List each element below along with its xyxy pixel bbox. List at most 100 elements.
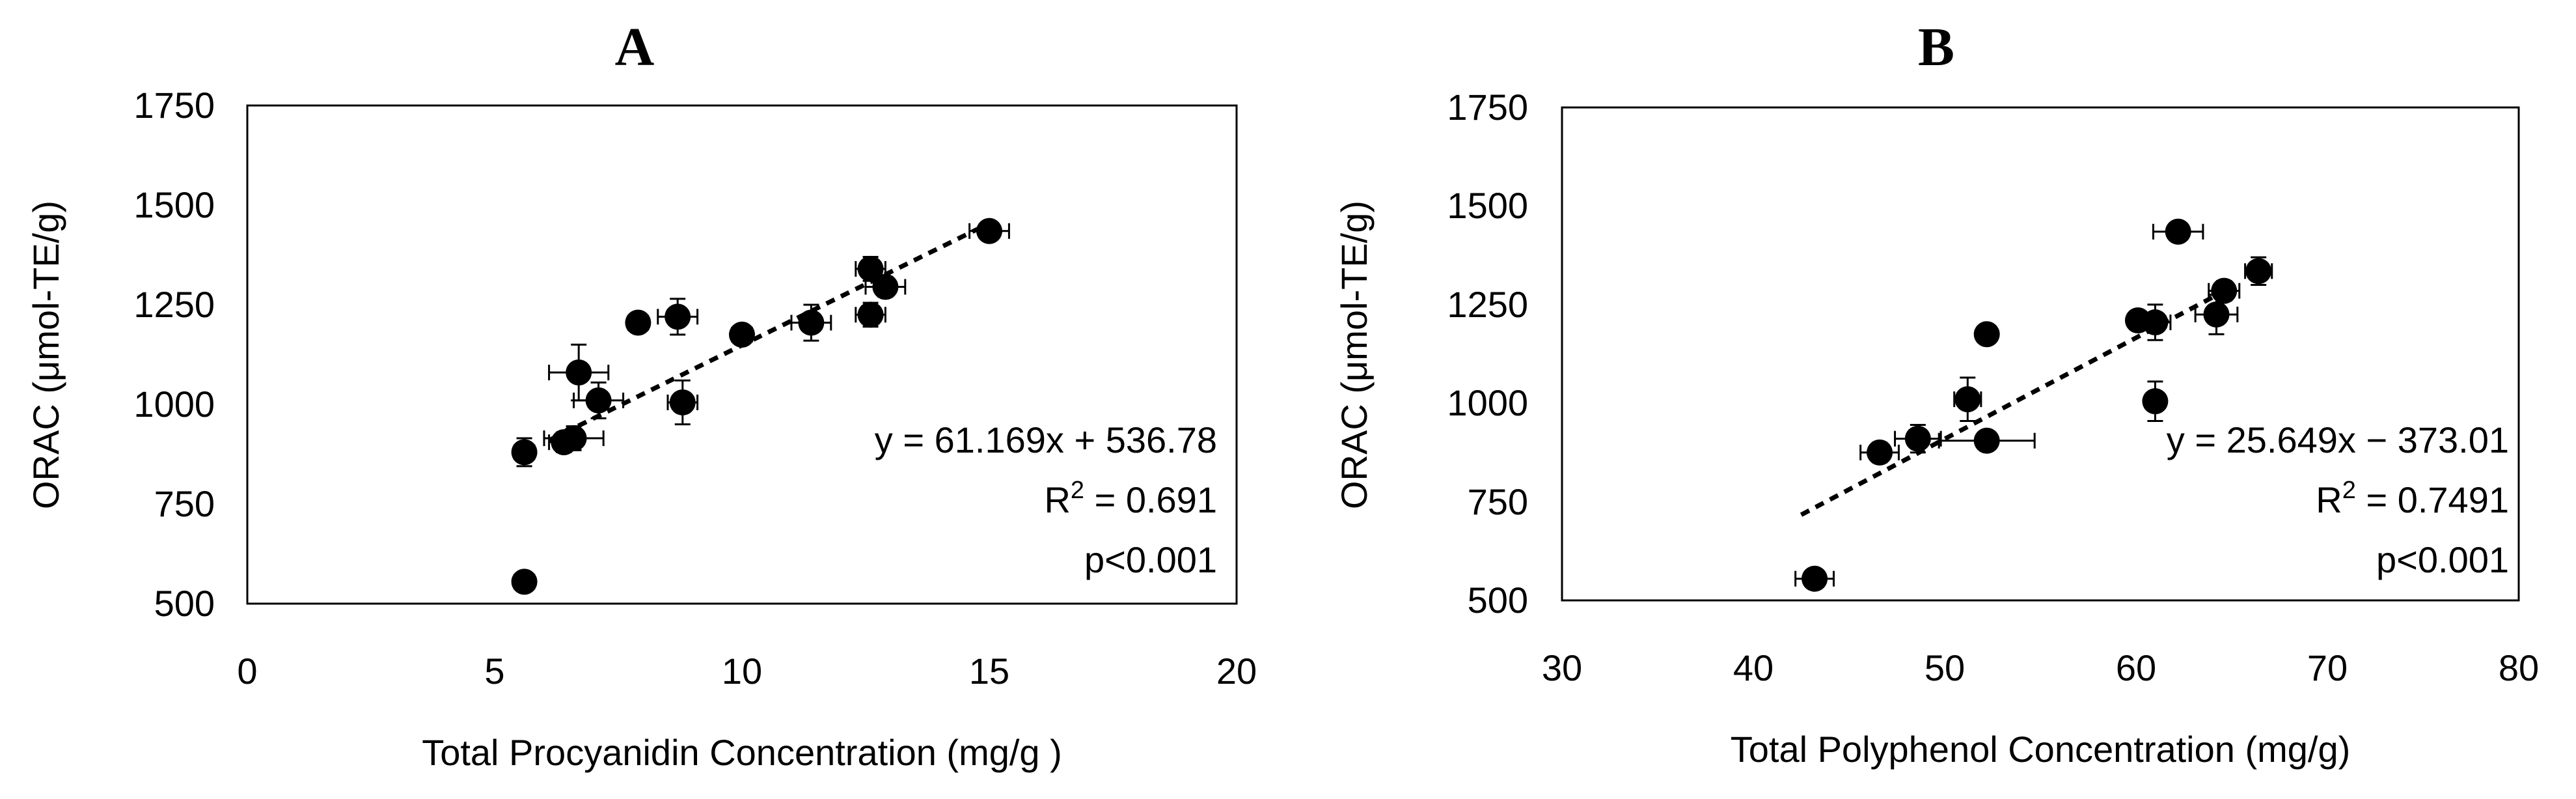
- data-point: [1973, 321, 2000, 348]
- panel-a-x-axis-label: Total Procyanidin Concentration (mg/g ): [422, 732, 1062, 773]
- panel-b-x-axis-label: Total Polyphenol Concentration (mg/g): [1731, 729, 2351, 770]
- x-tick-label: 5: [484, 651, 504, 692]
- x-tick-label: 20: [1216, 651, 1257, 692]
- panel-b-data-points: [1794, 218, 2273, 592]
- y-tick-label: 750: [154, 483, 215, 524]
- panel-b-p-value: p<0.001: [2376, 539, 2509, 580]
- marker-dot: [729, 321, 755, 348]
- panel-a-plot-frame: [246, 104, 1238, 605]
- panel-a-annotations: y = 61.169x + 536.78 R2 = 0.691 p<0.001: [875, 419, 1217, 580]
- panel-a-x-ticks: 0 5 10 15 20: [237, 651, 1257, 692]
- marker-dot: [2211, 277, 2238, 304]
- panel-a-y-ticks: 500 750 1000 1250 1500 1750: [133, 85, 215, 624]
- marker-dot: [2245, 258, 2272, 285]
- marker-dot: [2203, 301, 2230, 328]
- marker-dot: [511, 439, 538, 466]
- marker-dot: [1954, 386, 1981, 413]
- data-point: [1794, 565, 1835, 592]
- data-point: [666, 379, 699, 426]
- x-tick-label: 15: [969, 651, 1009, 692]
- panel-b-title: B: [1918, 17, 1954, 77]
- data-point: [2208, 277, 2241, 304]
- y-tick-label: 1750: [1447, 87, 1528, 128]
- data-point: [511, 568, 538, 595]
- y-tick-label: 500: [1468, 580, 1528, 621]
- marker-dot: [976, 217, 1002, 244]
- x-tick-label: 10: [722, 651, 762, 692]
- panel-b-plot-frame: [1561, 106, 2520, 602]
- panel-b-regression-equation: y = 25.649x − 373.01: [2167, 419, 2509, 460]
- panel-a-r-squared: R2 = 0.691: [1044, 477, 1217, 520]
- panel-b-y-axis-label: ORAC (μmol-TE/g): [1334, 201, 1375, 509]
- marker-dot: [1802, 565, 1828, 592]
- data-point: [543, 425, 605, 452]
- y-tick-label: 1750: [133, 85, 215, 126]
- panel-b-annotations: y = 25.649x − 373.01 R2 = 0.7491 p<0.001: [2167, 419, 2509, 580]
- data-point: [1938, 427, 2036, 454]
- data-point: [1894, 424, 1942, 454]
- y-tick-label: 1000: [1447, 382, 1528, 423]
- panel-a-data-points: [511, 217, 1010, 595]
- panel-b: B 500 750 1000 1250 1500 1750 30 40 50 6…: [1334, 17, 2539, 770]
- marker-dot: [511, 568, 538, 595]
- y-tick-label: 1250: [1447, 284, 1528, 325]
- x-tick-label: 60: [2116, 647, 2156, 688]
- panel-a: A 500 750 1000 1250 1500 1750 0 5 10 15 …: [25, 17, 1257, 773]
- marker-dot: [625, 309, 651, 336]
- data-point: [790, 303, 832, 342]
- marker-dot: [872, 273, 899, 300]
- marker-dot: [2142, 309, 2169, 336]
- x-tick-label: 50: [1925, 647, 1965, 688]
- marker-dot: [665, 303, 691, 330]
- marker-dot: [1867, 439, 1893, 466]
- data-point: [573, 381, 625, 419]
- x-tick-label: 0: [237, 651, 257, 692]
- marker-dot: [585, 387, 612, 414]
- x-tick-label: 40: [1733, 647, 1774, 688]
- data-point: [855, 301, 886, 328]
- x-tick-label: 80: [2499, 647, 2539, 688]
- marker-dot: [566, 359, 592, 386]
- marker-dot: [1973, 427, 2000, 454]
- data-point: [2194, 294, 2239, 335]
- data-point: [2152, 218, 2204, 245]
- marker-dot: [1904, 425, 1931, 452]
- data-point: [1953, 376, 1982, 422]
- data-point: [511, 437, 538, 468]
- panel-a-title: A: [615, 17, 655, 77]
- marker-dot: [857, 255, 884, 282]
- data-point: [2244, 256, 2273, 287]
- data-point: [2139, 303, 2172, 341]
- data-point: [657, 298, 699, 336]
- y-tick-label: 750: [1468, 481, 1528, 522]
- trendline: [548, 221, 991, 443]
- marker-dot: [1973, 321, 2000, 348]
- y-tick-label: 1500: [1447, 185, 1528, 226]
- marker-dot: [560, 425, 587, 452]
- panel-a-trendline: [548, 221, 991, 443]
- data-point: [625, 309, 651, 336]
- panel-b-x-ticks: 30 40 50 60 70 80: [1542, 647, 2539, 688]
- marker-dot: [2165, 218, 2191, 245]
- x-tick-label: 70: [2307, 647, 2348, 688]
- marker-dot: [857, 301, 884, 328]
- panel-a-regression-equation: y = 61.169x + 536.78: [875, 419, 1217, 460]
- data-point: [864, 273, 907, 300]
- panel-a-p-value: p<0.001: [1084, 539, 1217, 580]
- panel-b-y-ticks: 500 750 1000 1250 1500 1750: [1447, 87, 1528, 621]
- data-point: [1859, 439, 1900, 466]
- y-tick-label: 1500: [133, 184, 215, 225]
- marker-dot: [669, 389, 696, 415]
- panel-a-y-axis-label: ORAC (μmol-TE/g): [25, 201, 66, 509]
- y-tick-label: 500: [154, 583, 215, 624]
- x-tick-label: 30: [1542, 647, 1582, 688]
- data-point: [729, 321, 755, 348]
- y-tick-label: 1000: [133, 384, 215, 425]
- marker-dot: [798, 309, 825, 336]
- data-point: [2142, 380, 2169, 422]
- marker-dot: [2142, 388, 2169, 415]
- y-tick-label: 1250: [133, 284, 215, 325]
- panel-b-r-squared: R2 = 0.7491: [2316, 477, 2509, 520]
- data-point: [548, 343, 610, 402]
